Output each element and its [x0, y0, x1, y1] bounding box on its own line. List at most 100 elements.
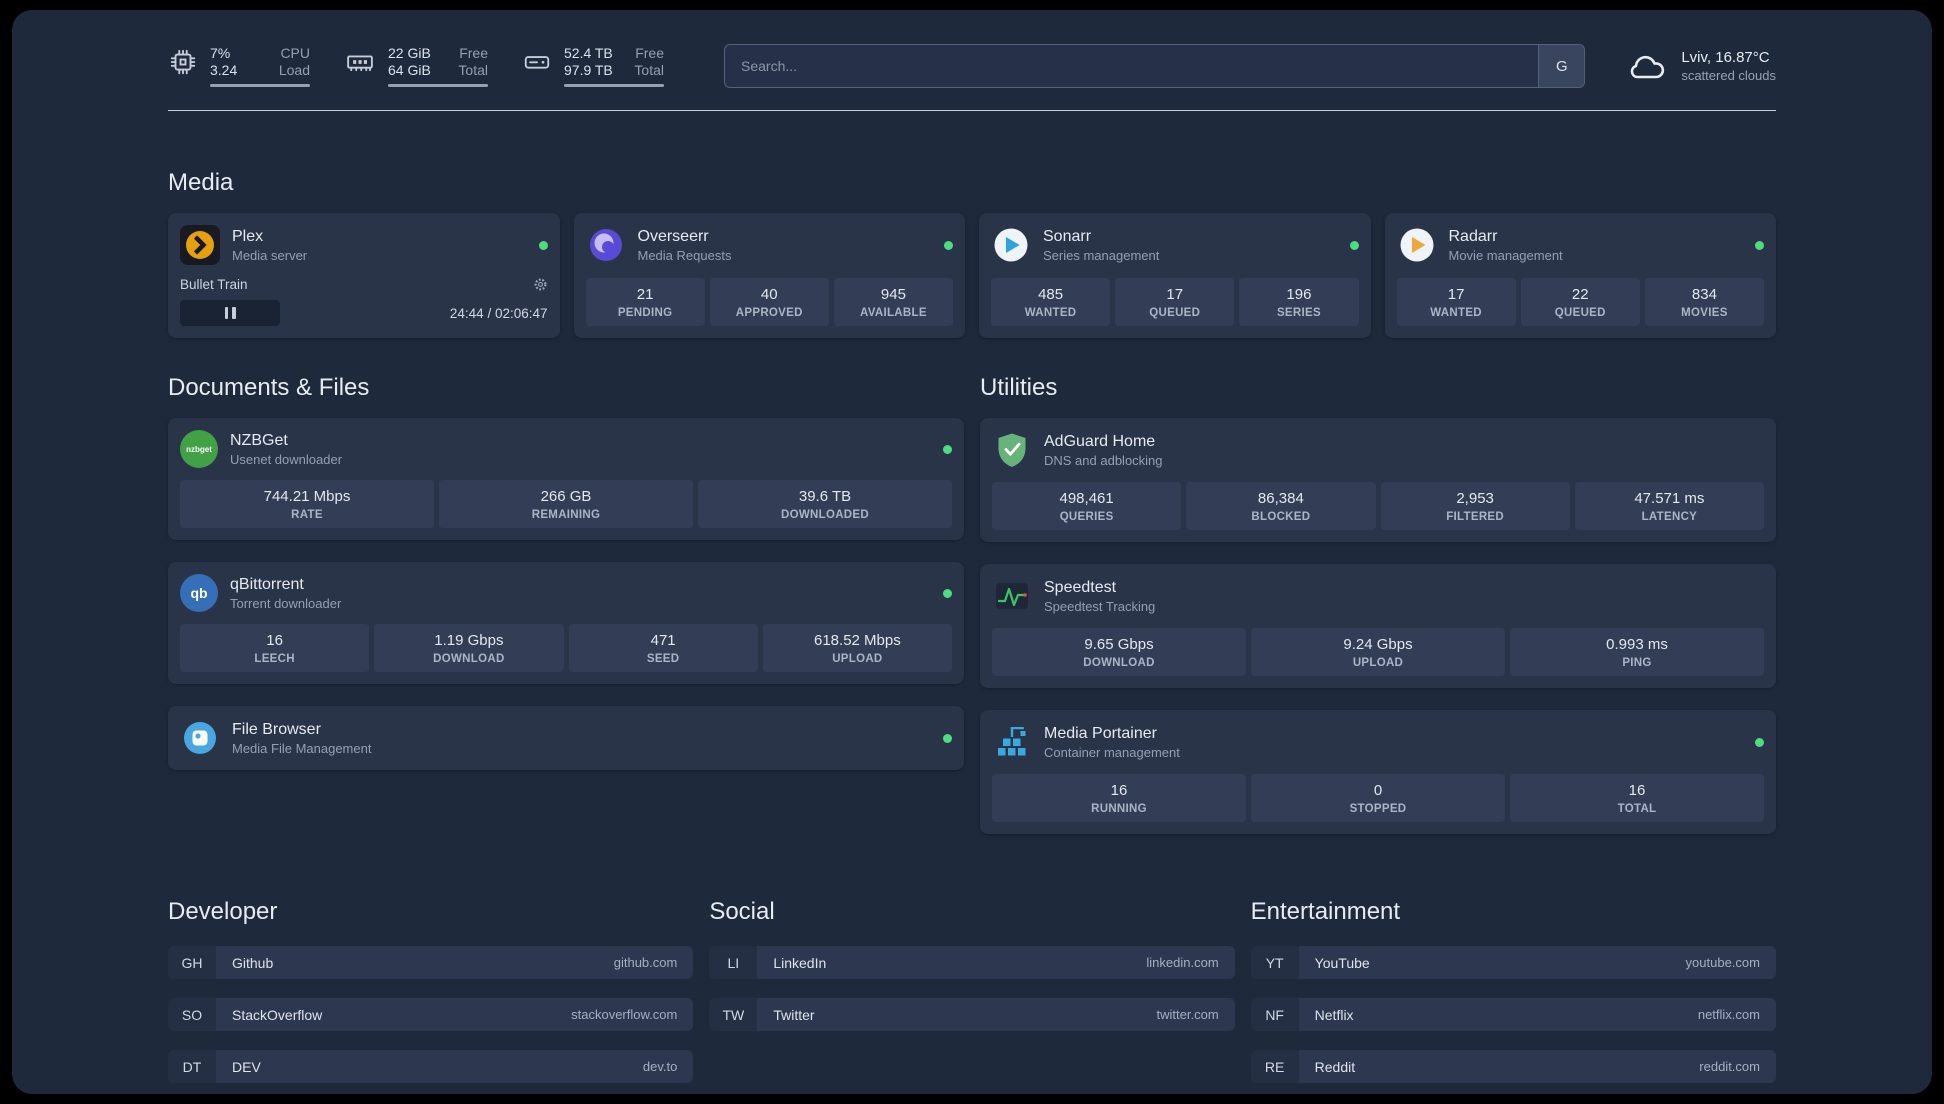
stat-block: 471 SEED	[568, 624, 758, 672]
stat-label: REMAINING	[531, 509, 601, 521]
documents-files-group: Documents & Files nzbget NZBGet Usenet d…	[168, 374, 964, 834]
topbar: 7% CPU 3.24 Load 22 GiB Free	[168, 44, 1776, 88]
service-name: Media Portainer	[1044, 724, 1157, 742]
stat-label: PENDING	[617, 307, 673, 319]
cloud-icon	[1631, 55, 1665, 79]
search-input[interactable]	[725, 45, 1539, 87]
disk-total-label: Total	[634, 62, 664, 78]
memory-total-label: Total	[458, 62, 488, 78]
stat-value: 9.24 Gbps	[1343, 636, 1413, 653]
stat-block: 266 GB REMAINING	[439, 480, 693, 528]
bookmark-group-social: Social LI LinkedIn linkedin.com TW Twitt…	[709, 898, 1235, 1094]
bookmark-abbr: YT	[1250, 946, 1299, 979]
bookmark-youtube[interactable]: YT YouTube youtube.com	[1250, 946, 1776, 979]
stat-label: RATE	[291, 509, 323, 521]
service-description: Usenet downloader	[230, 451, 343, 467]
section-title-utilities: Utilities	[980, 374, 1058, 401]
service-link-radarr[interactable]: Radarr Movie management	[1397, 225, 1764, 265]
bookmark-stackoverflow[interactable]: SO StackOverflow stackoverflow.com	[168, 998, 694, 1031]
gear-icon[interactable]	[533, 277, 548, 292]
stat-value: 47.571 ms	[1634, 490, 1705, 507]
stat-value: 266 GB	[540, 488, 592, 505]
service-card-overseerr: Overseerr Media Requests 21 PENDING 40 A…	[573, 213, 965, 338]
bookmark-abbr: GH	[168, 946, 216, 979]
bookmark-name: DEV	[232, 1058, 261, 1075]
status-dot	[1349, 240, 1359, 250]
stat-value: 39.6 TB	[798, 488, 852, 505]
bookmark-url: netflix.com	[1697, 1007, 1760, 1022]
bookmark-twitter[interactable]: TW Twitter twitter.com	[709, 998, 1235, 1031]
service-link-file-browser[interactable]: File Browser Media File Management	[180, 718, 952, 758]
stat-label: APPROVED	[735, 307, 803, 319]
stat-block: 618.52 Mbps UPLOAD	[762, 624, 952, 672]
service-card-sonarr: Sonarr Series management 485 WANTED 17 Q…	[979, 213, 1371, 338]
service-link-media-portainer[interactable]: Media Portainer Container management	[992, 722, 1764, 762]
service-description: Series management	[1043, 247, 1160, 263]
memory-total-value: 64 GiB	[388, 62, 431, 78]
bookmark-name: Reddit	[1314, 1058, 1356, 1075]
stat-value: 16	[1628, 782, 1646, 799]
stat-label: BLOCKED	[1251, 511, 1311, 523]
stat-value: 22	[1571, 286, 1589, 303]
stat-block: 47.571 ms LATENCY	[1574, 482, 1764, 530]
stat-value: 17	[1447, 286, 1465, 303]
stat-value: 471	[650, 632, 676, 649]
bookmark-abbr: RE	[1250, 1050, 1299, 1083]
stat-block: 22 QUEUED	[1520, 278, 1640, 326]
status-dot	[943, 588, 952, 598]
bookmark-linkedin[interactable]: LI LinkedIn linkedin.com	[709, 946, 1235, 979]
disk-total-value: 97.9 TB	[564, 62, 613, 78]
service-link-nzbget[interactable]: nzbget NZBGet Usenet downloader	[180, 430, 952, 468]
cpu-usage-label: CPU	[280, 45, 310, 61]
stat-value: 40	[760, 286, 778, 303]
stat-label: AVAILABLE	[860, 307, 927, 319]
status-dot	[1755, 240, 1764, 250]
service-link-sonarr[interactable]: Sonarr Series management	[991, 225, 1359, 265]
pause-button[interactable]	[180, 300, 280, 326]
bookmark-reddit[interactable]: RE Reddit reddit.com	[1250, 1050, 1776, 1083]
status-dot	[538, 240, 548, 250]
bookmark-group-title: Entertainment	[1250, 898, 1401, 925]
stat-label: MOVIES	[1681, 307, 1728, 319]
stat-value: 945	[880, 286, 906, 303]
search-provider-button[interactable]: G	[1538, 45, 1585, 87]
service-name: Plex	[232, 227, 264, 245]
service-link-overseerr[interactable]: Overseerr Media Requests	[586, 225, 953, 265]
bookmark-abbr: NF	[1250, 998, 1299, 1031]
bookmark-url: twitter.com	[1156, 1007, 1219, 1022]
service-link-speedtest[interactable]: Speedtest Speedtest Tracking	[992, 576, 1764, 616]
stat-block: 9.65 Gbps DOWNLOAD	[992, 628, 1246, 676]
service-name: qBittorrent	[230, 575, 304, 593]
service-link-adguard-home[interactable]: AdGuard Home DNS and adblocking	[992, 430, 1764, 470]
bookmark-url: stackoverflow.com	[571, 1007, 678, 1022]
resource-widget-disk: 52.4 TB Free 97.9 TB Total	[522, 45, 664, 87]
service-card-nzbget: nzbget NZBGet Usenet downloader 744.21 M…	[168, 418, 964, 540]
portainer-icon	[992, 722, 1032, 762]
stat-value: 485	[1038, 286, 1064, 303]
cpu-load-value: 3.24	[210, 62, 238, 78]
stat-block: 21 PENDING	[585, 278, 705, 326]
bookmark-github[interactable]: GH Github github.com	[168, 946, 694, 979]
service-link-qbittorrent[interactable]: qb qBittorrent Torrent downloader	[180, 574, 952, 612]
stat-value: 21	[636, 286, 654, 303]
service-link-plex[interactable]: Plex Media server	[180, 225, 548, 265]
stats-row: 9.65 Gbps DOWNLOAD 9.24 Gbps UPLOAD 0.99…	[992, 616, 1764, 676]
bookmark-url: youtube.com	[1685, 955, 1760, 970]
service-name: Speedtest	[1044, 578, 1117, 596]
memory-free-value: 22 GiB	[388, 45, 431, 61]
disk-usage-bar	[564, 84, 664, 87]
dashboard: 7% CPU 3.24 Load 22 GiB Free	[12, 10, 1932, 1094]
stat-block: 0.993 ms PING	[1510, 628, 1764, 676]
disk-icon	[524, 56, 550, 69]
stat-block: 16 LEECH	[180, 624, 370, 672]
stat-label: WANTED	[1024, 307, 1077, 319]
bookmark-abbr: SO	[168, 998, 216, 1031]
bookmark-netflix[interactable]: NF Netflix netflix.com	[1250, 998, 1776, 1031]
stat-block: 39.6 TB DOWNLOADED	[698, 480, 952, 528]
bookmark-dev[interactable]: DT DEV dev.to	[168, 1050, 694, 1083]
stat-block: 1.19 Gbps DOWNLOAD	[374, 624, 564, 672]
bookmark-abbr: DT	[168, 1050, 216, 1083]
service-card-plex: Plex Media server Bullet Train	[168, 213, 560, 338]
file-browser-icon	[180, 718, 220, 758]
service-card-qbittorrent: qb qBittorrent Torrent downloader 16 LEE…	[168, 562, 964, 684]
